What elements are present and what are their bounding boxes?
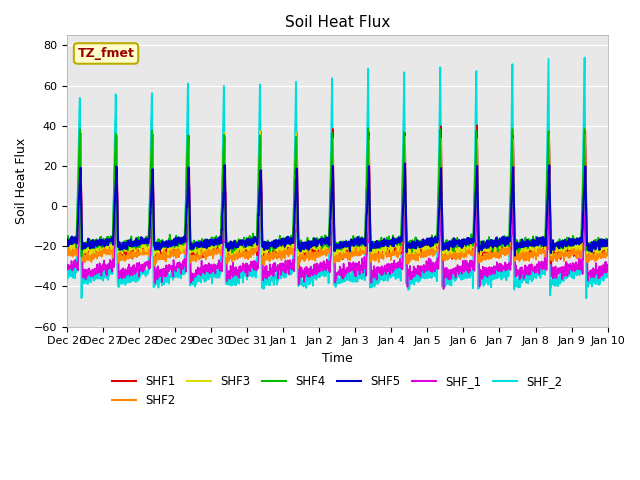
SHF1	[473, 122, 481, 128]
SHF_1	[365, 210, 372, 216]
SHF5	[495, 242, 502, 248]
SHF3	[572, 235, 579, 241]
Line: SHF3: SHF3	[67, 131, 607, 256]
SHF_2	[365, 95, 372, 101]
SHF1	[353, 241, 360, 247]
SHF5	[556, 242, 564, 248]
SHF2	[495, 251, 502, 256]
SHF4	[556, 246, 564, 252]
SHF4	[495, 240, 502, 246]
SHF5	[365, 176, 372, 181]
Legend: SHF1, SHF2, SHF3, SHF4, SHF5, SHF_1, SHF_2: SHF1, SHF2, SHF3, SHF4, SHF5, SHF_1, SHF…	[108, 370, 567, 412]
SHF_2	[353, 266, 360, 272]
Text: TZ_fmet: TZ_fmet	[77, 47, 134, 60]
SHF3	[222, 253, 230, 259]
SHF3	[495, 243, 502, 249]
SHF_2	[571, 268, 579, 274]
SHF4	[604, 240, 611, 246]
SHF1	[556, 248, 564, 253]
Title: Soil Heat Flux: Soil Heat Flux	[285, 15, 390, 30]
SHF2	[148, 132, 156, 137]
SHF2	[604, 251, 611, 257]
SHF4	[77, 253, 85, 259]
SHF_1	[440, 286, 447, 292]
SHF_2	[580, 55, 588, 60]
SHF5	[401, 161, 409, 167]
SHF1	[604, 245, 611, 251]
SHF2	[63, 252, 70, 258]
SHF_2	[63, 268, 70, 274]
SHF3	[63, 243, 70, 249]
Y-axis label: Soil Heat Flux: Soil Heat Flux	[15, 138, 28, 224]
SHF3	[257, 128, 264, 134]
SHF2	[572, 248, 579, 254]
SHF_1	[63, 266, 70, 272]
SHF3	[214, 240, 221, 246]
SHF3	[556, 246, 564, 252]
SHF_1	[495, 267, 502, 273]
SHF1	[214, 243, 221, 249]
SHF2	[365, 158, 372, 164]
SHF5	[63, 236, 70, 242]
SHF_2	[604, 265, 611, 271]
SHF5	[572, 237, 579, 243]
Line: SHF_1: SHF_1	[67, 186, 607, 289]
SHF_2	[556, 281, 564, 287]
SHF4	[365, 175, 372, 181]
SHF2	[353, 244, 361, 250]
SHF_1	[556, 264, 564, 270]
SHF4	[364, 125, 372, 131]
SHF2	[556, 253, 564, 259]
SHF3	[365, 150, 372, 156]
SHF_2	[494, 269, 502, 275]
SHF5	[353, 238, 360, 244]
SHF1	[495, 245, 502, 251]
Line: SHF2: SHF2	[67, 134, 607, 268]
SHF2	[214, 250, 221, 255]
SHF2	[294, 265, 302, 271]
SHF3	[604, 242, 611, 248]
SHF1	[365, 145, 372, 151]
SHF5	[214, 238, 221, 244]
SHF5	[604, 237, 611, 242]
Line: SHF1: SHF1	[67, 125, 607, 264]
SHF5	[511, 253, 519, 259]
SHF_1	[186, 183, 193, 189]
SHF_1	[214, 266, 221, 272]
SHF_1	[572, 261, 579, 266]
X-axis label: Time: Time	[322, 352, 353, 365]
SHF4	[353, 235, 361, 241]
SHF1	[547, 261, 555, 266]
SHF1	[572, 244, 579, 250]
SHF3	[353, 240, 361, 245]
SHF_2	[582, 295, 590, 301]
Line: SHF4: SHF4	[67, 128, 607, 256]
Line: SHF5: SHF5	[67, 164, 607, 256]
SHF_2	[214, 275, 221, 280]
SHF1	[63, 245, 70, 251]
SHF4	[572, 239, 579, 244]
Line: SHF_2: SHF_2	[67, 58, 607, 298]
SHF_1	[353, 267, 361, 273]
SHF4	[214, 240, 221, 245]
SHF4	[63, 238, 70, 243]
SHF_1	[604, 269, 611, 275]
